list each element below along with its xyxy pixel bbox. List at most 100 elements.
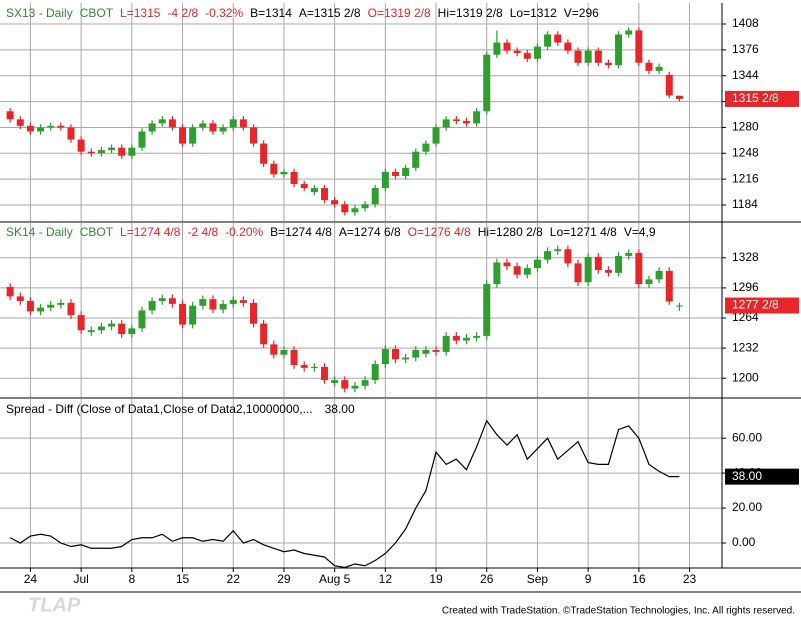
- candle-body: [574, 50, 582, 63]
- candle-body: [229, 119, 237, 128]
- candle-body: [523, 53, 531, 59]
- candle-body: [97, 326, 105, 331]
- candle-body: [594, 50, 602, 63]
- candle-body: [341, 204, 349, 213]
- candle-body: [280, 171, 288, 175]
- y-tick-label: 1184: [732, 197, 758, 211]
- candle-body: [554, 34, 562, 43]
- y-tick-label: 1376: [732, 42, 759, 56]
- candle-body: [57, 302, 65, 305]
- x-tick-label: 26: [480, 572, 494, 586]
- candle-body: [523, 268, 531, 275]
- last-value-box: [725, 468, 799, 485]
- header-item: -0.32%: [205, 6, 243, 20]
- candle-body: [483, 284, 491, 336]
- candle-body: [645, 62, 653, 71]
- x-tick-label: 12: [379, 572, 393, 586]
- candle-body: [513, 50, 521, 54]
- candle-body: [625, 30, 633, 35]
- candle-body: [665, 270, 673, 302]
- last-value-box: [725, 297, 799, 314]
- candle-body: [229, 300, 237, 304]
- y-tick-label: 1264: [732, 310, 759, 324]
- candle-body: [168, 119, 176, 128]
- candle-body: [604, 62, 612, 66]
- candle-body: [533, 46, 541, 59]
- candle-body: [675, 95, 683, 99]
- candle-body: [381, 349, 389, 365]
- candle-body: [473, 335, 481, 338]
- candle-body: [158, 119, 166, 124]
- candle-body: [199, 123, 207, 128]
- candle-body: [665, 74, 673, 96]
- candle-body: [239, 119, 247, 128]
- candle-body: [533, 259, 541, 269]
- candle-body: [412, 350, 420, 358]
- candle-body: [300, 365, 308, 368]
- candle-body: [351, 208, 359, 213]
- candle-body: [320, 188, 328, 201]
- candle-body: [6, 111, 14, 120]
- watermark: TLAP: [28, 594, 81, 616]
- header-item: Hi=1280 2/8: [478, 225, 543, 239]
- candle-body: [493, 262, 501, 285]
- header-item: Hi=1319 2/8: [438, 6, 503, 20]
- footer: Created with TradeStation. ©TradeStation…: [442, 606, 795, 617]
- candle-body: [493, 42, 501, 55]
- header-item: B=1274 4/8: [270, 225, 332, 239]
- candle-body: [462, 337, 470, 341]
- candle-body: [331, 380, 339, 383]
- x-tick-label: 29: [277, 572, 291, 586]
- header-item: -4 2/8: [167, 6, 198, 20]
- candle-body: [250, 302, 258, 324]
- candle-body: [645, 279, 653, 285]
- last-value-label: 1277 2/8: [732, 298, 779, 312]
- candle-body: [97, 150, 105, 154]
- header-item: L=1315: [120, 6, 161, 20]
- x-tick-label: Aug 5: [319, 572, 351, 586]
- candle-body: [57, 125, 65, 128]
- candle-body: [310, 366, 318, 368]
- candle-body: [26, 125, 34, 132]
- candle-body: [128, 147, 136, 156]
- header-item: A=1274 6/8: [339, 225, 401, 239]
- candle-body: [148, 301, 156, 311]
- x-tick-label: 16: [632, 572, 646, 586]
- candle-body: [371, 188, 379, 205]
- y-tick-label: 0.00: [732, 535, 756, 549]
- last-value-label: 38.00: [732, 469, 762, 483]
- candle-body: [310, 188, 318, 193]
- y-tick-label: 20.00: [732, 500, 762, 514]
- candle-body: [87, 151, 95, 154]
- candle-body: [290, 171, 298, 185]
- candle-body: [361, 380, 369, 386]
- candle-body: [422, 143, 430, 152]
- y-tick-label: 1328: [732, 250, 759, 264]
- candle-body: [442, 119, 450, 128]
- x-tick-label: 8: [128, 572, 135, 586]
- candle-body: [270, 344, 278, 355]
- header-item: SX13 - Daily: [6, 6, 73, 20]
- candle-body: [371, 364, 379, 381]
- candle-body: [219, 303, 227, 310]
- candle-body: [351, 385, 359, 389]
- candle-body: [37, 307, 45, 312]
- candle-body: [473, 111, 481, 124]
- candle-body: [158, 298, 166, 302]
- header-item: L=1274 4/8: [120, 225, 181, 239]
- candle-body: [584, 256, 592, 283]
- y-tick-label: 1280: [732, 120, 759, 134]
- x-tick-label: 9: [585, 572, 592, 586]
- candle-body: [432, 127, 440, 144]
- header-item: SK14 - Daily: [6, 225, 73, 239]
- header-item: CBOT: [80, 6, 114, 20]
- candle-body: [402, 357, 410, 360]
- candle-body: [67, 127, 75, 140]
- candle-body: [604, 270, 612, 273]
- candle-body: [503, 42, 511, 51]
- x-tick-label: 15: [176, 572, 190, 586]
- candle-body: [615, 34, 623, 66]
- candle-body: [209, 123, 217, 132]
- header-item: -0.20%: [225, 225, 263, 239]
